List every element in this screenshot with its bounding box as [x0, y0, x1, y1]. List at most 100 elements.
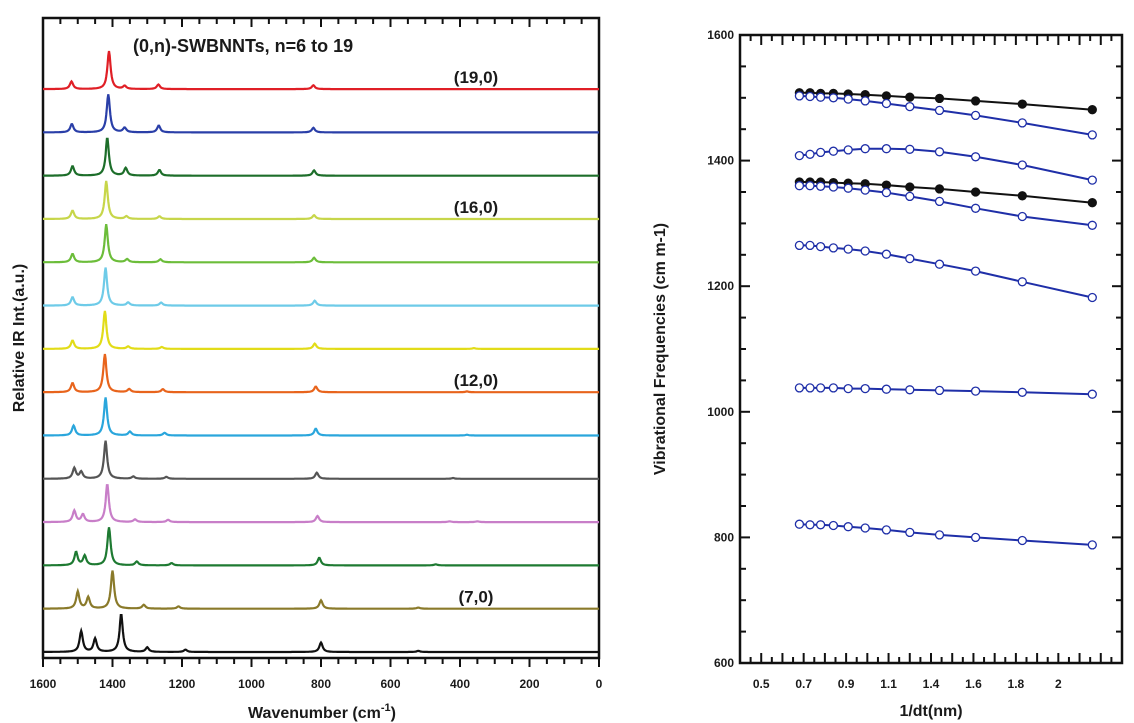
frequency-point	[843, 183, 853, 193]
left-x-tick-label: 1600	[30, 677, 57, 691]
frequency-point	[805, 383, 815, 393]
frequency-point	[805, 181, 815, 191]
frequency-point	[1017, 118, 1027, 128]
frequency-point	[905, 144, 915, 154]
ir-spectrum-trace-1	[43, 570, 599, 610]
right-x-tick-label: 1.1	[880, 677, 897, 691]
ir-spectrum-trace-9	[43, 224, 599, 264]
frequency-series-line-4	[799, 184, 1093, 227]
left-chart-title: (0,n)-SWBNNTs, n=6 to 19	[133, 36, 353, 56]
frequency-point	[934, 196, 945, 207]
frequency-point	[828, 520, 839, 531]
left-x-tick-label: 200	[519, 677, 539, 691]
frequency-point	[815, 181, 826, 191]
right-x-tick-label: 1.4	[923, 677, 940, 691]
frequency-point	[860, 185, 870, 195]
frequency-point	[1017, 277, 1027, 287]
frequency-point	[970, 152, 981, 162]
ir-spectrum-trace-8	[43, 267, 599, 307]
frequency-point	[970, 532, 981, 543]
frequency-series-line-3	[799, 181, 1093, 204]
ir-spectrum-trace-0	[43, 613, 599, 654]
ir-spectra-traces	[43, 50, 599, 654]
frequency-series-4	[794, 181, 1097, 230]
frequency-point	[860, 144, 870, 154]
frequency-point	[1087, 130, 1097, 140]
frequency-point	[805, 240, 815, 251]
frequency-point	[828, 182, 839, 192]
frequency-series-6	[794, 383, 1097, 399]
right-x-tick-label: 0.9	[838, 677, 855, 691]
frequency-point	[860, 96, 870, 106]
frequency-series-line-6	[799, 386, 1093, 396]
frequency-point	[815, 241, 826, 252]
frequency-point	[815, 147, 826, 158]
frequency-point	[843, 145, 853, 155]
frequency-series-line-0	[799, 91, 1093, 111]
left-x-axis-label-sup: -1	[381, 702, 391, 714]
right-y-tick-label: 1600	[707, 28, 734, 42]
frequency-point	[860, 246, 870, 256]
left-annotations: (19,0) (16,0) (12,0) (7,0)	[454, 68, 498, 607]
frequency-point	[934, 385, 945, 396]
ir-spectrum-trace-5	[43, 397, 599, 437]
frequency-point	[794, 181, 805, 191]
frequency-point	[881, 384, 892, 394]
frequency-point	[815, 383, 826, 393]
frequency-point	[805, 520, 815, 530]
frequency-point	[881, 187, 892, 198]
frequency-point	[794, 519, 805, 529]
frequency-series-2	[794, 144, 1097, 185]
series-annotation: (7,0)	[459, 588, 494, 607]
frequency-point	[1017, 191, 1027, 201]
frequency-point	[970, 110, 981, 121]
frequency-point	[828, 93, 839, 103]
left-x-tick-label: 1200	[169, 677, 196, 691]
frequency-point	[905, 182, 915, 192]
right-y-axis-label: Vibrational Frequencies (cm m-1)	[652, 223, 669, 475]
frequency-point	[1017, 387, 1027, 397]
frequency-point	[815, 92, 826, 102]
frequency-point	[970, 386, 981, 396]
frequency-point	[1017, 535, 1027, 546]
frequency-panel: 0.5 0.7 0.9 1.1 1.4 1.6 1.8 2 600 800 1000 1200 1400…	[652, 28, 1124, 720]
frequency-point	[1087, 105, 1097, 115]
frequency-series-line-1	[799, 94, 1093, 136]
frequency-point	[905, 385, 915, 395]
frequency-point	[934, 147, 945, 157]
frequency-series-line-7	[799, 523, 1093, 546]
frequency-point	[1087, 292, 1097, 303]
right-x-tick-label: 0.5	[753, 677, 770, 691]
frequency-point	[881, 144, 892, 154]
frequency-point	[934, 105, 945, 116]
frequency-point	[794, 91, 805, 101]
frequency-point	[905, 191, 915, 202]
right-y-tick-label: 1000	[707, 405, 734, 419]
frequency-point	[881, 91, 892, 101]
ir-spectrum-trace-12	[43, 94, 599, 134]
left-x-tick-label: 400	[450, 677, 470, 691]
frequency-point	[1017, 99, 1027, 109]
frequency-point	[843, 522, 853, 532]
frequency-series-line-5	[799, 244, 1093, 299]
ir-spectrum-trace-7	[43, 310, 599, 350]
frequency-point	[1087, 175, 1097, 185]
frequency-point	[860, 383, 870, 394]
frequency-point	[905, 101, 915, 112]
frequency-point	[1017, 160, 1027, 170]
left-x-tick-label: 800	[311, 677, 331, 691]
frequency-series	[794, 88, 1097, 550]
frequency-point	[934, 184, 945, 194]
frequency-point	[970, 96, 981, 106]
frequency-point	[815, 520, 826, 530]
left-x-axis-label: Wavenumber (cm-1)	[248, 702, 396, 722]
ir-spectrum-trace-13	[43, 50, 599, 91]
frequency-point	[1087, 220, 1097, 230]
frequency-point	[843, 383, 853, 394]
frequency-point	[828, 146, 839, 156]
series-annotation: (16,0)	[454, 198, 498, 217]
frequency-point	[1087, 389, 1097, 399]
frequency-point	[970, 203, 981, 213]
left-x-axis: 1600 1400 1200 1000 800 600 400 200 0	[30, 18, 603, 691]
